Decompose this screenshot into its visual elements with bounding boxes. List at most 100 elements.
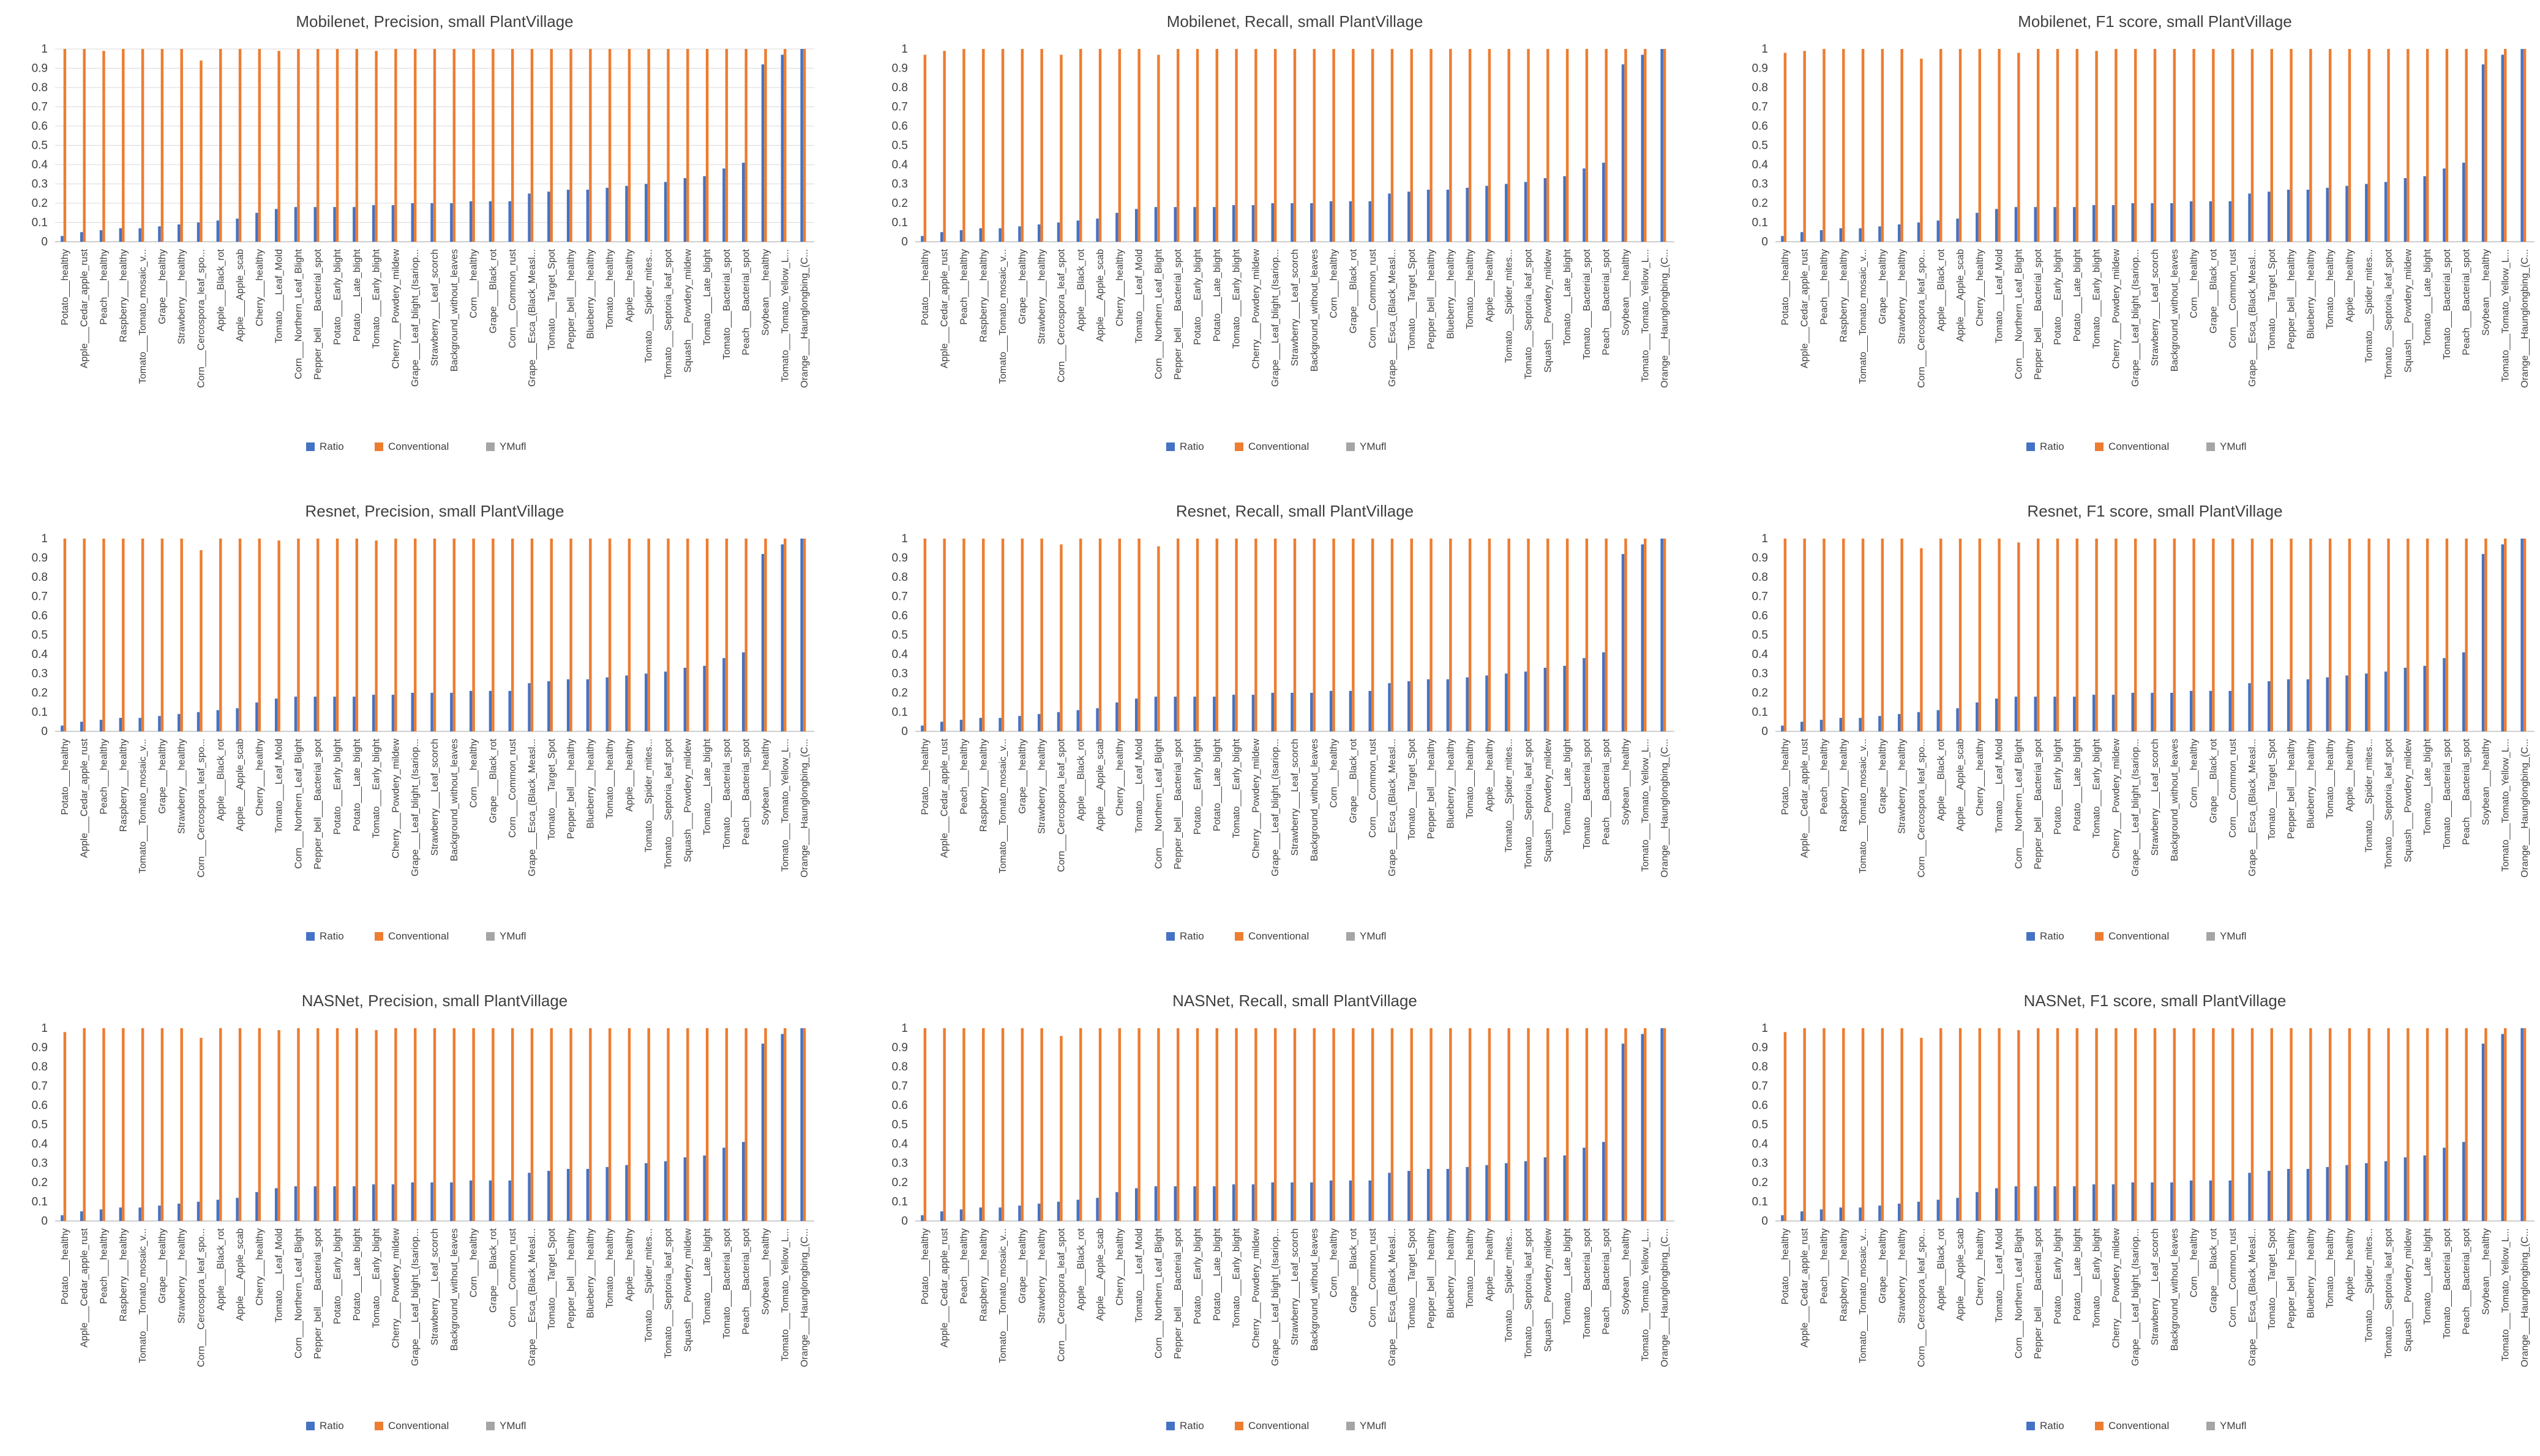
x-tick-label: Raspberry___healthy [1838, 739, 1849, 832]
bar-ratio [1271, 693, 1274, 731]
x-tick-label: Background_without_leaves [449, 739, 460, 861]
bar-conventional [1079, 539, 1082, 731]
bar-ratio [2326, 187, 2329, 242]
bar-conventional [1352, 49, 1355, 242]
x-tick-label: Tomato___Bacterial_spot [722, 1228, 732, 1338]
bar-ratio [450, 693, 453, 731]
bar-conventional [2017, 542, 2020, 731]
x-tick-label: Corn___Northern_Leaf_Blight [293, 1228, 304, 1358]
x-tick-label: Cherry___Powdery_mildew [391, 249, 401, 369]
bar-conventional [122, 1028, 125, 1221]
legend-label: Conventional [2108, 441, 2169, 452]
bar-conventional [1585, 539, 1589, 731]
bar-conventional [1235, 539, 1238, 731]
x-tick-label: Apple___Apple_scab [235, 249, 245, 342]
x-tick-label: Tomato___Tomato_Yellow_L... [2500, 739, 2511, 872]
y-tick-label: 0.9 [892, 62, 908, 75]
x-tick-label: Strawberry___Leaf_scorch [2150, 739, 2160, 856]
legend-label: Ratio [1180, 441, 1204, 452]
x-tick-label: Orange___Haunglongbing_(C... [800, 739, 810, 878]
bar-ratio [761, 1043, 765, 1221]
x-tick-label: Orange___Haunglongbing_(C... [800, 1228, 810, 1367]
bar-conventional [2270, 539, 2273, 731]
y-tick-label: 0.4 [32, 1138, 48, 1151]
bar-conventional [1352, 1028, 1355, 1221]
bar-ratio [177, 224, 181, 242]
bar-ratio [353, 696, 356, 731]
x-tick-label: Grape___Esca_(Black_Measl... [2247, 1228, 2258, 1366]
bar-conventional [1371, 1028, 1374, 1221]
x-tick-label: Tomato___Target_Spot [2267, 248, 2277, 350]
chart-title: Resnet, Precision, small PlantVillage [305, 502, 564, 520]
y-tick-label: 0.4 [1752, 159, 1769, 171]
bar-conventional [1978, 539, 1982, 731]
bar-ratio [1878, 1205, 1881, 1221]
x-tick-label: Corn___healthy [1329, 1228, 1339, 1297]
y-tick-label: 0 [901, 236, 908, 248]
bar-conventional [1565, 49, 1569, 242]
x-tick-label: Potato___Early_blight [2053, 248, 2063, 345]
bar-conventional [705, 49, 709, 242]
bar-conventional [1803, 51, 1806, 242]
bar-conventional [1254, 539, 1257, 731]
bar-ratio [1037, 714, 1041, 731]
x-tick-label: Grape___Esca_(Black_Measl... [1387, 249, 1398, 387]
bar-conventional [1488, 1028, 1491, 1221]
x-tick-label: Tomato___Spider_mites... [2364, 1228, 2375, 1342]
x-tick-label: Apple___Apple_scab [1095, 739, 1106, 831]
bar-conventional [2328, 539, 2332, 731]
bar-ratio [586, 189, 590, 242]
bar-ratio [1505, 1163, 1508, 1221]
chart-panel: Resnet, F1 score, small PlantVillage 0 0.1… [1720, 490, 2540, 966]
x-tick-label: Potato___Early_blight [332, 248, 343, 345]
y-tick-label: 0.7 [32, 1080, 48, 1093]
x-tick-label: Apple___Apple_scab [1095, 249, 1106, 342]
x-tick-label: Cherry___healthy [1975, 1228, 1985, 1305]
x-tick-label: Corn___Northern_Leaf_Blight [2014, 738, 2024, 868]
bar-ratio [2248, 193, 2251, 242]
x-tick-label: Tomato___Bacterial_spot [1582, 738, 1592, 849]
bar-conventional [2173, 1028, 2176, 1221]
x-tick-label: Grape___Black_rot [1348, 738, 1358, 823]
y-tick-label: 0.8 [892, 571, 908, 584]
bar-ratio [1076, 220, 1080, 242]
bar-conventional [180, 539, 183, 731]
bar-conventional [1390, 539, 1394, 731]
bar-conventional [1546, 539, 1549, 731]
bar-conventional [1157, 54, 1160, 242]
bar-ratio [722, 168, 725, 242]
bar-ratio [333, 696, 336, 731]
x-tick-label: Corn___Northern_Leaf_Blight [293, 248, 304, 379]
x-tick-label: Tomato___Leaf_Mold [1134, 249, 1145, 343]
bar-conventional [1273, 49, 1277, 242]
bar-conventional [923, 1028, 927, 1221]
x-tick-label: Corn___Northern_Leaf_Blight [1153, 738, 1164, 868]
bar-conventional [200, 60, 203, 242]
bar-ratio [255, 702, 258, 731]
x-tick-label: Blueberry___healthy [585, 739, 596, 829]
bar-chart: Resnet, F1 score, small PlantVillage 0 0.1… [1752, 502, 2534, 942]
x-tick-label: Tomato___Tomato_Yellow_L... [780, 1228, 790, 1361]
bar-ratio [1310, 203, 1313, 242]
bar-conventional [2290, 1028, 2293, 1221]
bar-ratio [781, 544, 784, 731]
bar-conventional [2115, 1028, 2118, 1221]
bar-conventional [2328, 49, 2332, 242]
x-tick-label: Peach___Bacterial_spot [741, 248, 752, 355]
bar-ratio [1995, 209, 1998, 242]
bar-ratio [1310, 693, 1313, 731]
bar-ratio [469, 1180, 473, 1221]
x-tick-label: Peach___healthy [1819, 1228, 1829, 1304]
x-tick-label: Pepper_bell___Bacterial_spot [1173, 1228, 1183, 1359]
bar-ratio [979, 717, 983, 731]
bar-ratio [2423, 665, 2426, 731]
x-tick-label: Grape___Black_rot [2208, 1228, 2219, 1312]
bar-ratio [333, 1186, 336, 1221]
x-tick-label: Soybean___healthy [2481, 739, 2492, 825]
legend-swatch [2206, 1422, 2215, 1430]
x-tick-label: Strawberry___healthy [177, 1228, 187, 1324]
x-tick-label: Tomato___Leaf_Mold [274, 739, 285, 833]
y-tick-label: 0.8 [1752, 1061, 1768, 1073]
x-tick-label: Corn___healthy [469, 1228, 479, 1297]
x-tick-label: Tomato___Tomato_mosaic_v... [1858, 1228, 1868, 1363]
